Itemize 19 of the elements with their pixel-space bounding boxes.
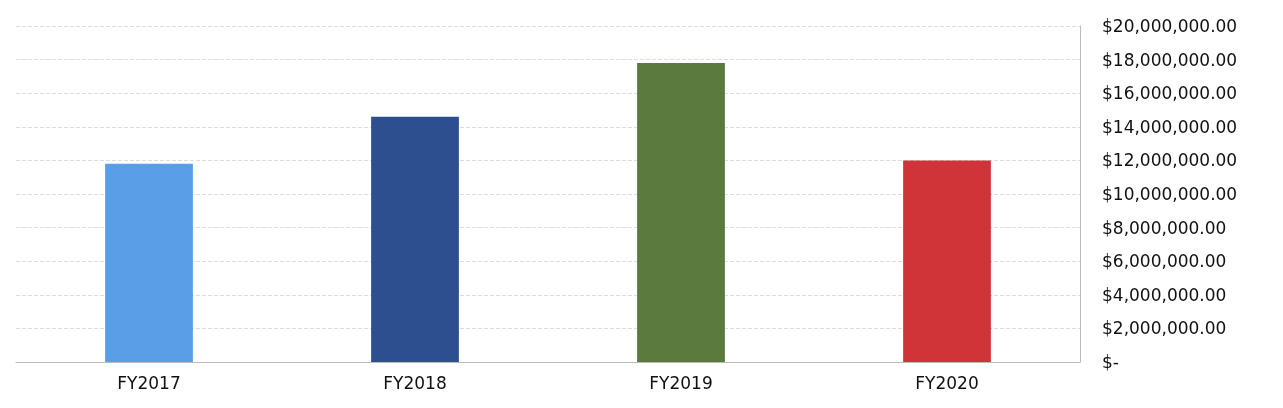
y-tick-label: $- <box>1102 352 1119 372</box>
y-tick-label: $20,000,000.00 <box>1102 16 1238 36</box>
bar <box>637 62 725 362</box>
y-tick-label: $16,000,000.00 <box>1102 83 1238 104</box>
x-tick-label: FY2019 <box>649 372 713 393</box>
y-tick-label: $6,000,000.00 <box>1102 251 1227 272</box>
x-tick-label: FY2020 <box>915 372 979 393</box>
y-tick-label: $2,000,000.00 <box>1102 318 1227 339</box>
bar <box>105 163 193 362</box>
y-tick-label: $18,000,000.00 <box>1102 49 1238 70</box>
y-tick-label: $10,000,000.00 <box>1102 184 1238 204</box>
bar <box>371 116 459 362</box>
y-tick-label: $14,000,000.00 <box>1102 116 1238 137</box>
y-tick-label: $8,000,000.00 <box>1102 217 1227 238</box>
y-tick-label: $4,000,000.00 <box>1102 284 1227 305</box>
x-tick-label: FY2018 <box>383 372 447 393</box>
bar <box>903 160 991 362</box>
x-tick-label: FY2017 <box>117 372 181 393</box>
y-tick-label: $12,000,000.00 <box>1102 150 1238 171</box>
